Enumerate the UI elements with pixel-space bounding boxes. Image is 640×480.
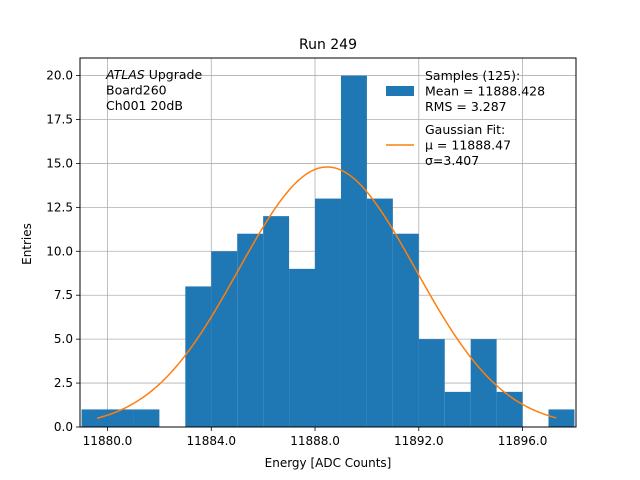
gaussian-fit-curve bbox=[96, 166, 557, 419]
y-tick-label-1: 2.5 bbox=[54, 376, 73, 390]
histogram-bar-8 bbox=[289, 268, 316, 427]
annotation-text-0: Upgrade bbox=[145, 67, 203, 82]
legend: Samples (125): Mean = 11888.428 RMS = 3.… bbox=[386, 68, 545, 168]
histogram-bar-12 bbox=[392, 233, 419, 427]
histogram-bars bbox=[81, 75, 575, 428]
histogram-bar-15 bbox=[470, 339, 497, 427]
histogram-bar-14 bbox=[444, 391, 471, 427]
y-tick-label-6: 15.0 bbox=[46, 156, 73, 170]
x-tick-label-3: 11892.0 bbox=[394, 434, 444, 448]
histogram-bar-1 bbox=[107, 409, 134, 427]
histogram-bar-10 bbox=[340, 75, 367, 428]
x-tick-label-4: 11896.0 bbox=[498, 434, 548, 448]
y-tick-label-5: 12.5 bbox=[46, 200, 73, 214]
histogram-bar-18 bbox=[548, 409, 575, 427]
legend-text-1-1: μ = 11888.47 bbox=[425, 138, 511, 153]
y-tick-label-3: 7.5 bbox=[54, 288, 73, 302]
histogram-bar-4 bbox=[185, 286, 212, 427]
y-tick-label-0: 0.0 bbox=[54, 420, 73, 434]
histogram-bar-13 bbox=[418, 339, 445, 427]
annotation-line-1: Board260 bbox=[106, 83, 167, 98]
y-axis-label: Entries bbox=[20, 223, 34, 265]
y-tick-label-2: 5.0 bbox=[54, 332, 73, 346]
annotation-text-1: Board260 bbox=[106, 83, 167, 98]
histogram-bar-9 bbox=[315, 198, 341, 427]
x-tick-label-0: 11880.0 bbox=[83, 434, 133, 448]
chart-title: Run 249 bbox=[299, 37, 357, 53]
x-axis-label: Energy [ADC Counts] bbox=[265, 456, 392, 470]
legend-text-0-1: Mean = 11888.428 bbox=[425, 84, 545, 99]
histogram-bar-2 bbox=[133, 409, 160, 427]
annotation-line-0: ATLAS Upgrade bbox=[105, 67, 202, 82]
histogram-bar-0 bbox=[81, 409, 108, 427]
y-axis-ticks: 0.0 2.5 5.0 7.5 10.0 12.5 15.0 17.5 20.0 bbox=[46, 69, 80, 434]
histogram-bar-7 bbox=[263, 216, 290, 427]
atlas-annotation: ATLAS Upgrade Board260 Ch001 20dB bbox=[105, 67, 202, 113]
legend-text-0-2: RMS = 3.287 bbox=[425, 99, 507, 114]
legend-swatch-samples bbox=[386, 86, 414, 96]
legend-text-1-0: Gaussian Fit: bbox=[425, 122, 505, 137]
histogram-bar-11 bbox=[366, 198, 393, 427]
y-tick-label-4: 10.0 bbox=[46, 244, 73, 258]
annotation-text-2: Ch001 20dB bbox=[106, 98, 183, 113]
x-tick-label-1: 11884.0 bbox=[186, 434, 236, 448]
histogram-bar-16 bbox=[496, 391, 523, 427]
histogram-bar-6 bbox=[237, 233, 264, 427]
legend-text-1-2: σ=3.407 bbox=[425, 153, 479, 168]
annotation-italic-0: ATLAS bbox=[105, 67, 145, 82]
y-tick-label-7: 17.5 bbox=[46, 113, 73, 127]
annotation-line-2: Ch001 20dB bbox=[106, 98, 183, 113]
x-tick-label-2: 11888.0 bbox=[290, 434, 340, 448]
legend-text-0-0: Samples (125): bbox=[425, 68, 520, 83]
y-tick-label-8: 20.0 bbox=[46, 69, 73, 83]
x-axis-ticks: 11880.0 11884.0 11888.0 11892.0 11896.0 bbox=[83, 427, 548, 448]
axes-frame bbox=[79, 57, 577, 428]
